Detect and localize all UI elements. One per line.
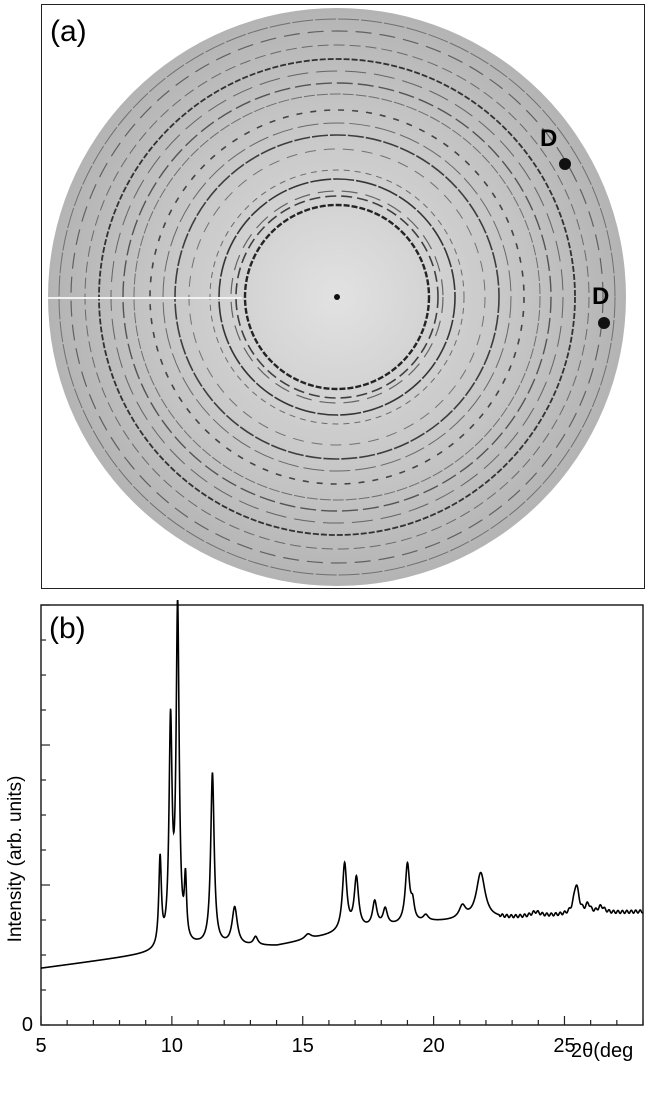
x-axis-label: 2θ(deg bbox=[571, 1040, 633, 1062]
diamond-spot-2 bbox=[598, 317, 610, 329]
x-tick-label: 15 bbox=[292, 1035, 314, 1057]
diffraction-pattern bbox=[48, 8, 626, 586]
diffraction-ring bbox=[235, 195, 439, 399]
panel-b-label: (b) bbox=[49, 612, 86, 645]
diffraction-ring bbox=[58, 18, 616, 576]
diamond-marker-2: D bbox=[592, 283, 610, 310]
series-line bbox=[40, 600, 644, 969]
diffraction-ring bbox=[149, 109, 525, 485]
diffraction-ring bbox=[230, 190, 444, 404]
panel-a-label: (a) bbox=[50, 15, 87, 48]
x-tick-label: 25 bbox=[553, 1035, 575, 1057]
diffraction-ring bbox=[243, 203, 431, 391]
y-tick-label: 0 bbox=[22, 1014, 33, 1036]
x-tick-label: 10 bbox=[161, 1035, 183, 1057]
diamond-spot-1 bbox=[559, 158, 571, 170]
diffraction-ring bbox=[70, 30, 604, 564]
y-axis-label: Intensity (arb. units) bbox=[5, 775, 26, 943]
axis-ticks bbox=[40, 604, 644, 1026]
diffraction-rings bbox=[48, 18, 616, 576]
x-tick-label: 5 bbox=[35, 1035, 46, 1057]
diamond-marker-1: D bbox=[540, 125, 558, 152]
beam-center-spot bbox=[334, 294, 340, 300]
plot-frame bbox=[40, 604, 644, 1026]
diffraction-image-panel: (a) D D bbox=[41, 4, 645, 589]
x-tick-label: 20 bbox=[422, 1035, 444, 1057]
